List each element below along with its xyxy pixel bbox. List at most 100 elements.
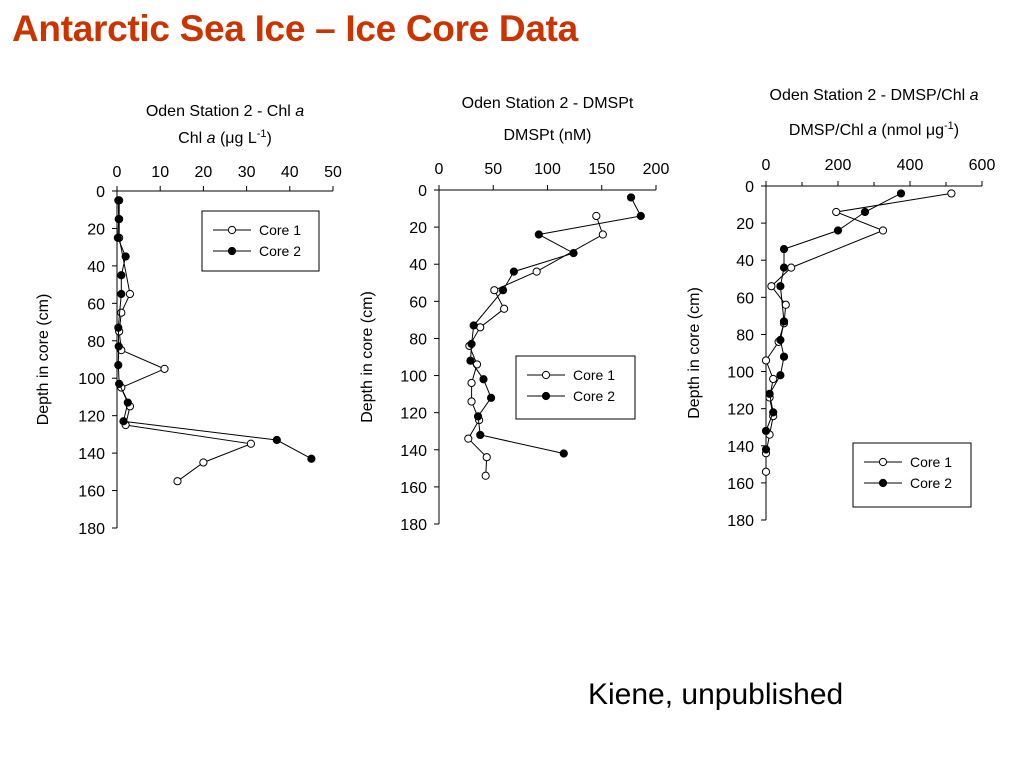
x-tick-label: 0 (113, 164, 122, 181)
legend-label: Core 1 (259, 222, 301, 238)
core2-point (121, 252, 130, 261)
chart-title: Oden Station 2 - DMSPt (462, 95, 634, 112)
chart-title: Oden Station 2 - Chl a (146, 103, 304, 120)
core1-point (761, 467, 771, 476)
core1-point (115, 233, 124, 242)
core2-point (776, 371, 785, 380)
core2-point (559, 449, 568, 458)
core2-point (114, 342, 123, 351)
legend-marker (878, 478, 888, 488)
chart-legend: Core 1 Core 2 (515, 355, 636, 420)
series-line-1 (765, 192, 952, 472)
legend-marker (227, 225, 237, 235)
y-tick-label: 40 (87, 259, 105, 276)
y-axis-label: Depth in core (cm) (686, 287, 703, 419)
core2-point (113, 233, 122, 242)
core1-point (500, 304, 509, 313)
x-tick-label: 50 (484, 161, 502, 178)
y-tick-label: 140 (400, 443, 427, 460)
x-tick-label: 40 (281, 164, 299, 181)
y-tick-label: 100 (400, 369, 427, 386)
core1-point (769, 374, 778, 384)
y-tick-label: 80 (409, 331, 427, 348)
x-tick-label: 600 (969, 157, 996, 174)
core1-point (173, 477, 182, 486)
credit-text: Kiene, unpublished (588, 678, 844, 711)
core1-point (464, 434, 473, 443)
core1-point (115, 327, 124, 336)
core1-point (117, 346, 126, 355)
legend-marker (541, 391, 551, 401)
core2-point (626, 193, 636, 202)
core2-point (117, 289, 126, 299)
core1-point (774, 337, 783, 346)
core1-point (125, 402, 135, 411)
core2-point (114, 361, 123, 370)
y-tick-label: 120 (400, 406, 427, 423)
core1-point (598, 230, 607, 239)
x-tick-label: 150 (588, 161, 615, 178)
core2-point (509, 267, 518, 276)
legend-marker (541, 370, 551, 380)
core2-point (469, 321, 478, 330)
core2-point (761, 445, 771, 454)
core2-point (476, 430, 485, 440)
x-tick-label: 200 (825, 157, 852, 174)
chart-legend: Core 1 Core 2 (852, 442, 972, 508)
core1-point (482, 453, 491, 462)
core2-point (114, 214, 123, 224)
core2-point (833, 226, 843, 235)
y-axis-label: Depth in core (cm) (35, 294, 52, 426)
core2-point (486, 393, 496, 402)
core1-point (832, 207, 841, 217)
core2-point (636, 211, 645, 221)
core1-point (761, 356, 771, 365)
legend-box (852, 442, 972, 508)
x-tick-label: 30 (238, 164, 256, 181)
core2-point (123, 398, 132, 407)
x-tick-label: 0 (435, 161, 444, 178)
legend-marker (878, 457, 888, 467)
core1-point (465, 341, 474, 350)
y-tick-label: 180 (78, 521, 105, 538)
legend-label: Core 2 (573, 388, 615, 404)
core1-point (490, 286, 499, 295)
legend-box (515, 355, 636, 420)
core2-point (119, 417, 128, 426)
series-line-2 (765, 192, 902, 450)
core2-point (896, 189, 906, 198)
core1-point (125, 289, 135, 299)
core1-point (481, 471, 490, 480)
legend-label: Core 2 (910, 475, 952, 491)
x-axis-label: DMSP/Chl a (nmol μg-1) (789, 120, 959, 139)
legend-label: Core 1 (573, 367, 615, 383)
y-tick-label: 60 (87, 296, 105, 313)
y-tick-label: 180 (727, 513, 754, 530)
y-tick-label: 20 (409, 220, 427, 237)
core2-point (534, 230, 543, 239)
y-tick-label: 120 (727, 402, 754, 419)
core1-point (878, 226, 888, 235)
y-tick-label: 0 (745, 179, 754, 196)
x-tick-label: 100 (534, 161, 561, 178)
core2-point (779, 317, 789, 326)
core2-point (115, 379, 124, 388)
core1-point (467, 378, 476, 388)
series-line-1 (118, 200, 253, 482)
core1-point (160, 364, 169, 373)
core2-point (860, 207, 870, 217)
legend-marker (227, 246, 237, 256)
core2-point (467, 339, 476, 349)
core1-point (475, 415, 484, 425)
core1-point (115, 214, 124, 224)
x-tick-label: 200 (643, 161, 670, 178)
y-tick-label: 100 (727, 365, 754, 382)
y-tick-label: 20 (87, 221, 105, 238)
core2-point (307, 454, 316, 463)
y-tick-label: 120 (78, 409, 105, 426)
core2-point (498, 286, 508, 295)
core2-point (473, 412, 483, 421)
core1-point (767, 282, 776, 291)
chart-title: Oden Station 2 - DMSP/Chl a (770, 87, 979, 104)
